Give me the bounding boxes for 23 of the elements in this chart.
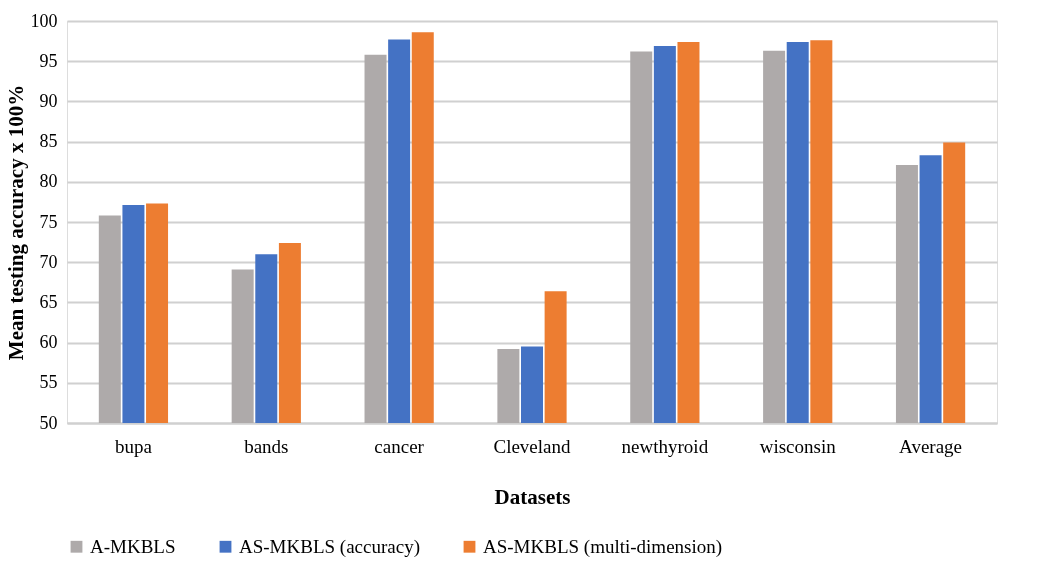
y-tick-label: 90 (39, 90, 58, 111)
y-tick-label: 65 (39, 291, 58, 312)
legend-label: AS-MKBLS (accuracy) (239, 535, 420, 558)
x-tick-label: wisconsin (759, 435, 837, 457)
x-tick-label: Average (899, 435, 963, 457)
x-tick-label: newthyroid (621, 435, 709, 457)
y-tick-label: 85 (39, 131, 58, 152)
x-axis-title: Datasets (494, 484, 571, 509)
y-tick-label: 80 (39, 171, 58, 192)
x-tick-label: cancer (374, 435, 425, 457)
legend-label: AS-MKBLS (multi-dimension) (483, 535, 723, 558)
y-tick-label: 75 (39, 211, 58, 232)
x-tick-label: bupa (114, 435, 153, 457)
x-tick-label: bands (244, 435, 289, 457)
y-tick-label: 60 (39, 332, 58, 353)
x-tick-label: Cleveland (493, 435, 572, 457)
y-tick-label: 55 (39, 372, 58, 393)
y-tick-label: 70 (39, 251, 58, 272)
legend-label: A-MKBLS (90, 535, 176, 557)
y-axis-title: Mean testing accuracy x 100% (3, 84, 28, 361)
y-tick-label: 100 (30, 10, 58, 31)
y-tick-label: 50 (39, 412, 58, 433)
y-tick-label: 95 (39, 50, 58, 71)
